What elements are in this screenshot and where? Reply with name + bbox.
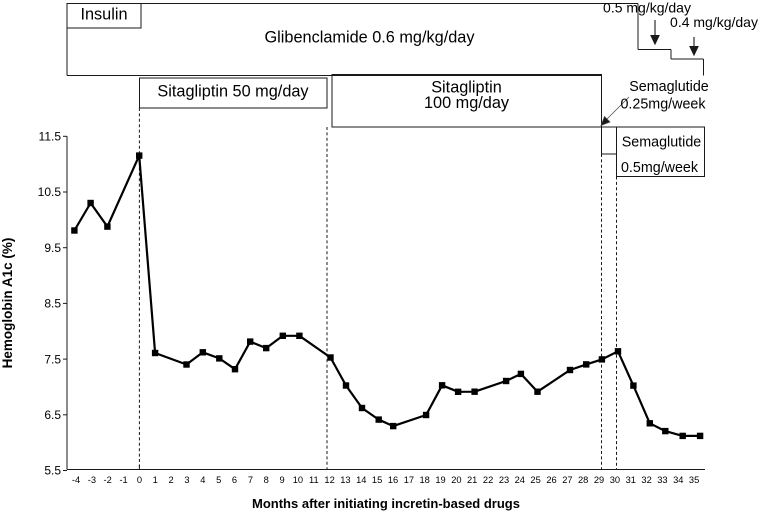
svg-text:10: 10: [293, 475, 303, 485]
svg-text:10.5: 10.5: [38, 185, 62, 199]
svg-text:100 mg/day: 100 mg/day: [424, 94, 510, 112]
svg-text:1: 1: [153, 475, 158, 485]
svg-text:Insulin: Insulin: [80, 6, 127, 24]
svg-text:11: 11: [309, 475, 319, 485]
svg-text:21: 21: [467, 475, 477, 485]
svg-text:26: 26: [546, 475, 556, 485]
svg-text:4: 4: [200, 475, 205, 485]
svg-text:8.5: 8.5: [44, 297, 61, 311]
svg-text:20: 20: [451, 475, 461, 485]
svg-text:27: 27: [562, 475, 572, 485]
svg-text:-1: -1: [119, 475, 127, 485]
svg-text:35: 35: [689, 475, 699, 485]
svg-text:18: 18: [420, 475, 430, 485]
svg-text:0: 0: [137, 475, 142, 485]
svg-text:14: 14: [356, 475, 366, 485]
svg-text:Semaglutide: Semaglutide: [629, 79, 709, 95]
svg-text:25: 25: [530, 475, 540, 485]
svg-text:33: 33: [657, 475, 667, 485]
svg-text:5: 5: [216, 475, 221, 485]
svg-text:17: 17: [404, 475, 414, 485]
svg-text:22: 22: [483, 475, 493, 485]
svg-text:-3: -3: [88, 475, 96, 485]
svg-text:28: 28: [578, 475, 588, 485]
svg-text:0.25mg/week: 0.25mg/week: [620, 97, 706, 113]
svg-text:9: 9: [280, 475, 285, 485]
svg-text:34: 34: [673, 475, 683, 485]
svg-text:6.5: 6.5: [44, 408, 61, 422]
svg-text:29: 29: [594, 475, 604, 485]
svg-text:12: 12: [324, 475, 334, 485]
svg-text:9.5: 9.5: [44, 241, 61, 255]
svg-text:6: 6: [232, 475, 237, 485]
svg-text:0.4 mg/kg/day: 0.4 mg/kg/day: [670, 14, 758, 30]
svg-text:30: 30: [610, 475, 620, 485]
svg-text:3: 3: [184, 475, 189, 485]
svg-text:Hemoglobin A1c (%): Hemoglobin A1c (%): [0, 238, 15, 369]
svg-text:5.5: 5.5: [44, 464, 61, 478]
svg-text:Glibenclamide 0.6 mg/kg/day: Glibenclamide 0.6 mg/kg/day: [265, 29, 476, 47]
svg-text:Months after initiating incret: Months after initiating incretin-based d…: [252, 496, 520, 511]
svg-text:-2: -2: [104, 475, 112, 485]
svg-text:2: 2: [169, 475, 174, 485]
svg-text:11.5: 11.5: [39, 130, 62, 144]
svg-text:19: 19: [435, 475, 445, 485]
svg-text:7: 7: [248, 475, 253, 485]
svg-text:24: 24: [515, 475, 525, 485]
svg-text:8: 8: [264, 475, 269, 485]
svg-text:Sitagliptin 50 mg/day: Sitagliptin 50 mg/day: [157, 83, 309, 101]
svg-text:-4: -4: [72, 475, 80, 485]
svg-text:31: 31: [626, 475, 636, 485]
svg-text:15: 15: [372, 475, 382, 485]
svg-text:Semaglutide: Semaglutide: [622, 135, 702, 151]
svg-text:13: 13: [340, 475, 350, 485]
svg-text:32: 32: [641, 475, 651, 485]
svg-text:7.5: 7.5: [44, 352, 61, 366]
svg-text:0.5mg/week: 0.5mg/week: [621, 160, 699, 176]
svg-text:16: 16: [388, 475, 398, 485]
svg-text:23: 23: [499, 475, 509, 485]
